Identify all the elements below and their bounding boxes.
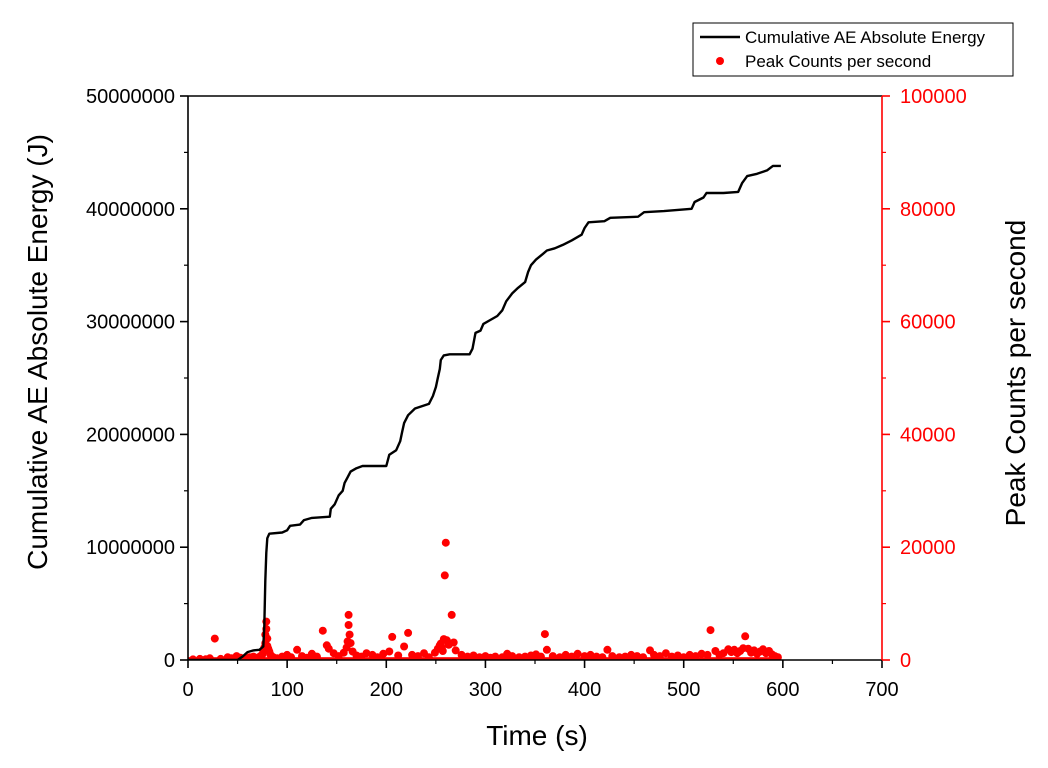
peak-counts-point [344,621,353,629]
peak-counts-point [608,652,617,660]
right-tick-label: 80000 [900,199,956,221]
peak-counts-point [655,652,664,660]
peak-counts-point [373,653,382,660]
peak-counts-series [188,538,782,660]
peak-counts-point [667,652,676,660]
x-axis-title: Time (s) [486,720,588,751]
peak-counts-point [536,652,545,660]
left-axis-title: Cumulative AE Absolute Energy (J) [22,134,53,570]
right-axis-title: Peak Counts per second [1000,220,1031,527]
peak-counts-point [263,634,272,643]
peak-counts-point [216,654,225,660]
left-tick-label: 30000000 [86,312,175,334]
energy-line [188,164,781,660]
right-tick-label: 100000 [900,86,967,108]
peak-counts-point [346,639,355,648]
peak-counts-point [661,649,670,658]
peak-counts-point [542,645,551,654]
left-tick-label: 20000000 [86,424,175,446]
peak-counts-point [404,628,413,637]
peak-counts-point [573,649,582,658]
peak-counts-point [521,652,530,660]
left-tick-label: 0 [164,650,175,672]
peak-counts-point [287,653,296,660]
peak-counts-point [449,638,458,647]
peak-counts-point [706,626,715,635]
peak-counts-point [457,650,466,659]
peak-counts-point [344,610,353,619]
peak-counts-point [400,642,409,651]
peak-counts-point [639,653,648,660]
x-tick-label: 700 [865,679,898,701]
peak-counts-point [697,649,706,658]
peak-counts-point [615,653,624,660]
peak-counts-point [469,651,478,660]
peak-counts-point [633,652,642,660]
right-tick-label: 60000 [900,312,956,334]
left-tick-label: 10000000 [86,537,175,559]
peak-counts-point [205,654,214,660]
left-tick-label: 40000000 [86,199,175,221]
peak-counts-point [741,632,750,641]
legend-label-peak-counts: Peak Counts per second [745,52,931,71]
right-axis-ticks: 0 20000 40000 60000 80000 100000 [882,86,967,672]
x-tick-label: 400 [568,679,601,701]
peak-counts-point [603,645,612,654]
peak-counts-point [385,647,394,656]
cumulative-energy-series [188,164,781,660]
right-tick-label: 0 [900,650,911,672]
x-tick-label: 300 [469,679,502,701]
peak-counts-point [548,652,557,660]
peak-counts-point [540,630,549,639]
peak-counts-point [210,634,219,643]
peak-counts-point [561,650,570,659]
x-tick-label: 200 [370,679,403,701]
legend-label-energy: Cumulative AE Absolute Energy [745,28,986,47]
peak-counts-point [441,538,450,547]
x-tick-label: 500 [667,679,700,701]
peak-counts-point [293,645,302,654]
peak-counts-point [414,652,422,660]
peak-counts-point [773,653,782,660]
left-axis-ticks: 0 10000000 20000000 30000000 40000000 5000000… [86,86,188,672]
peak-counts-point [491,652,500,660]
x-tick-label: 0 [182,679,193,701]
peak-counts-point [379,649,388,658]
peak-counts-point [691,652,700,660]
peak-counts-point [598,653,607,660]
peak-counts-point [451,646,460,655]
right-tick-label: 20000 [900,537,956,559]
legend-box [692,22,1014,77]
x-tick-label: 600 [766,679,799,701]
peak-counts-point [586,650,595,659]
right-tick-label: 40000 [900,424,956,446]
peak-counts-point [394,651,403,660]
left-tick-label: 50000000 [86,86,175,108]
legend: Cumulative AE Absolute Energy Peak Count… [692,22,1014,77]
peak-counts-point [447,610,456,619]
peak-counts-point [679,653,688,660]
peak-counts-point [475,653,484,660]
x-axis-ticks: 0 100 200 300 400 500 600 700 [182,660,899,701]
peak-counts-point [592,652,601,660]
peak-counts-point [438,647,447,655]
peak-counts-point [463,652,472,660]
peak-counts-point [515,653,524,660]
peak-counts-point [424,653,433,660]
peak-counts-point [440,571,449,580]
peak-counts-point [621,652,630,660]
peak-counts-point [312,652,321,660]
peak-counts-point [508,652,517,660]
peak-counts-point [703,650,712,659]
peak-counts-point [318,626,327,635]
peak-counts-point [345,630,354,639]
legend-dot-swatch [716,57,724,65]
x-tick-label: 100 [270,679,303,701]
peak-counts-point [388,632,397,641]
